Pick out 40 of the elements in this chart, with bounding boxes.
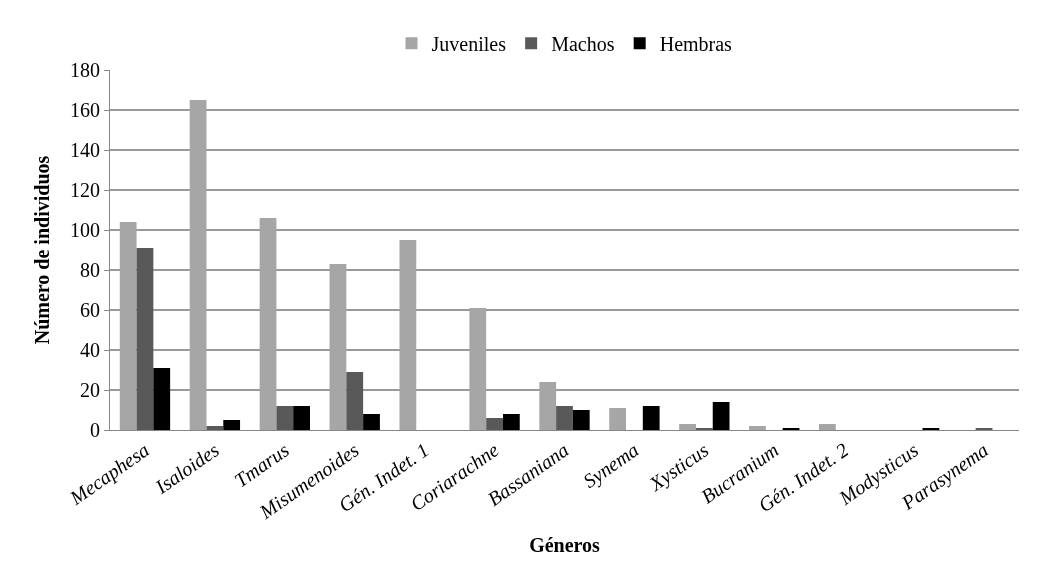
- y-tick-label: 0: [90, 419, 100, 441]
- bar: [469, 308, 487, 430]
- y-tick-label: 180: [70, 59, 100, 81]
- y-tick-label: 100: [70, 219, 100, 241]
- legend-label: Juveniles: [431, 33, 507, 56]
- y-tick-label: 60: [80, 299, 100, 321]
- bar: [556, 406, 573, 430]
- legend-label: Hembras: [659, 33, 733, 56]
- y-tick-label: 80: [80, 259, 100, 281]
- bar: [206, 426, 224, 430]
- bar: [329, 264, 347, 430]
- bar: [502, 414, 520, 430]
- x-axis-title: Géneros: [529, 533, 601, 556]
- bar: [712, 402, 730, 430]
- y-tick-label: 160: [70, 99, 100, 121]
- bar: [293, 406, 310, 430]
- bar: [119, 222, 137, 430]
- y-tick-label: 140: [70, 139, 100, 161]
- bar: [539, 382, 557, 430]
- bar: [679, 424, 696, 430]
- legend-label: Machos: [551, 33, 615, 56]
- bar: [276, 406, 294, 430]
- bar: [153, 368, 171, 430]
- bar: [486, 418, 503, 430]
- bar: [642, 406, 660, 430]
- bar: [136, 248, 154, 430]
- bar: [399, 240, 417, 430]
- y-axis-title: Número de individuos: [30, 155, 53, 345]
- bar: [749, 426, 766, 430]
- bar: [189, 100, 207, 430]
- bar: [363, 414, 380, 430]
- y-tick-label: 40: [80, 339, 100, 361]
- bar: [223, 420, 241, 430]
- bar: [819, 424, 836, 430]
- bar: [609, 408, 627, 430]
- bar: [572, 410, 590, 430]
- y-tick-label: 120: [70, 179, 100, 201]
- bar: [259, 218, 277, 430]
- bar: [346, 372, 364, 430]
- y-tick-label: 20: [80, 379, 100, 401]
